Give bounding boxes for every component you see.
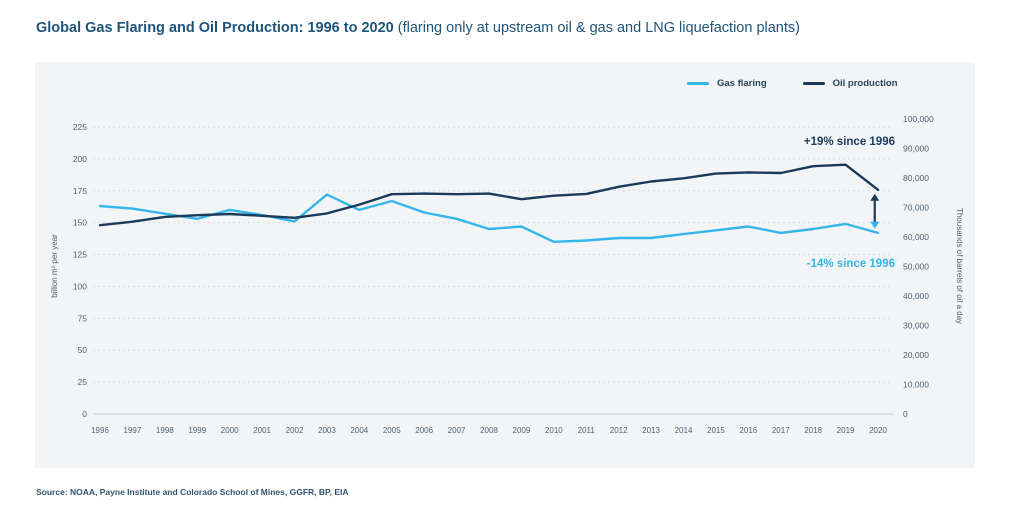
legend-label-oil-production: Oil production [832, 78, 898, 89]
divergence-arrow-down-head-icon [870, 221, 880, 229]
page-title-main: Global Gas Flaring and Oil Production: 1… [36, 20, 394, 36]
page-title-subtitle: (flaring only at upstream oil & gas and … [393, 20, 800, 36]
left-axis-tick-label: 200 [73, 154, 87, 164]
right-axis-tick-label: 50,000 [903, 262, 929, 272]
legend-label-gas-flaring: Gas flaring [717, 78, 767, 89]
left-axis-tick-label: 75 [78, 313, 88, 323]
right-axis-tick-label: 60,000 [903, 232, 929, 242]
left-axis-tick-label: 175 [73, 186, 87, 196]
x-axis-tick-label: 2016 [739, 426, 757, 435]
right-axis-tick-label: 40,000 [903, 291, 929, 301]
oil-production-line [98, 163, 880, 227]
right-axis-tick-label: 30,000 [903, 321, 929, 331]
right-axis-tick-label: 10,000 [903, 380, 929, 390]
oil-production-line-swatch-icon [802, 82, 825, 85]
x-axis-tick-label: 2007 [448, 426, 466, 435]
x-axis-tick-label: 2020 [869, 426, 887, 435]
x-axis-tick-label: 2005 [383, 426, 401, 435]
left-axis-tick-label: 125 [73, 250, 87, 260]
x-axis-tick-label: 2009 [513, 426, 531, 435]
x-axis-tick-label: 2013 [642, 426, 660, 435]
left-axis-tick-label: 100 [73, 281, 87, 291]
chart-panel: Gas flaring Oil production 0 25 50 75 100 125… [35, 62, 975, 468]
chart-legend: Gas flaring Oil production [687, 78, 898, 89]
right-axis-tick-label: 70,000 [903, 203, 929, 213]
right-axis-tick-label: 90,000 [903, 144, 929, 154]
right-axis-tick-label: 0 [903, 409, 908, 419]
x-axis-tick-label: 2006 [415, 426, 433, 435]
left-axis-title: billion m³ per year [50, 234, 59, 298]
left-axis-tick-label: 0 [82, 409, 87, 419]
left-axis-tick-label: 150 [73, 218, 87, 228]
source-note: Source: NOAA, Payne Institute and Colora… [36, 487, 349, 497]
x-axis-tick-label: 1997 [124, 426, 142, 435]
x-axis-tick-label: 1999 [188, 426, 206, 435]
x-axis-tick-label: 2014 [675, 426, 693, 435]
x-axis-tick-label: 2012 [610, 426, 628, 435]
x-axis-tick-label: 2004 [350, 426, 368, 435]
right-axis-tick-label: 80,000 [903, 173, 929, 183]
left-axis-tick-label: 50 [78, 345, 88, 355]
x-axis-tick-label: 2003 [318, 426, 336, 435]
legend-item-gas-flaring: Gas flaring [687, 78, 767, 89]
right-axis-tick-label: 20,000 [903, 350, 929, 360]
right-axis-title: Thousands of barrels of oil a day [955, 207, 964, 325]
legend-item-oil-production: Oil production [802, 78, 898, 89]
x-axis-tick-label: 2019 [837, 426, 855, 435]
left-axis-tick-label: 25 [78, 377, 88, 387]
x-axis-tick-label: 1998 [156, 426, 174, 435]
chart-canvas: 0 25 50 75 100 125 150 175 200 225 0 10,000 20,000 30… [73, 114, 934, 435]
x-axis-tick-label: 2015 [707, 426, 725, 435]
gas-flaring-line-swatch-icon [687, 82, 709, 85]
x-axis-tick-label: 2008 [480, 426, 498, 435]
divergence-arrow-up-head-icon [870, 193, 880, 201]
x-axis-tick-label: 2002 [286, 426, 304, 435]
x-axis-tick-label: 2018 [804, 426, 822, 435]
gas-flaring-annotation: -14% since 1996 [806, 258, 895, 270]
x-axis-tick-label: 2017 [772, 426, 790, 435]
right-axis-tick-label: 100,000 [903, 114, 934, 124]
page-title: Global Gas Flaring and Oil Production: 1… [36, 20, 800, 36]
gas-flaring-line [98, 193, 880, 244]
x-axis-tick-label: 2000 [221, 426, 239, 435]
x-axis-tick-label: 1996 [91, 426, 109, 435]
x-axis-tick-label: 2001 [253, 426, 271, 435]
oil-production-annotation: +19% since 1996 [803, 136, 895, 148]
x-axis-tick-label: 2011 [578, 426, 596, 435]
x-axis-tick-label: 2010 [545, 426, 563, 435]
left-axis-tick-label: 225 [73, 122, 87, 132]
